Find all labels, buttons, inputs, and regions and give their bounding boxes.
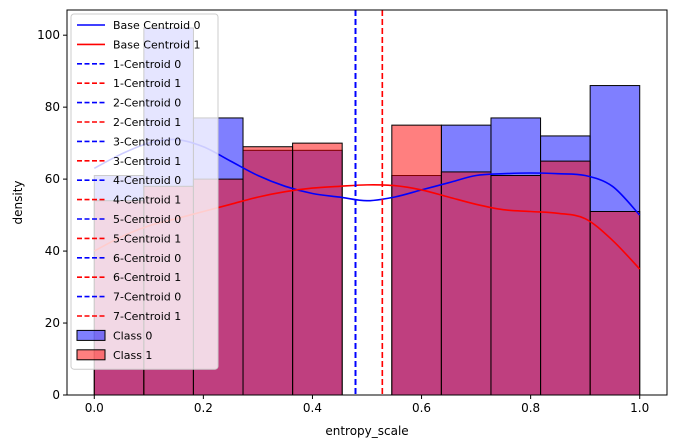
plot-frame xyxy=(66,9,668,396)
y-tick-label: 100 xyxy=(37,28,60,42)
legend-label: Class 0 xyxy=(113,329,152,342)
x-axis-label: entropy_scale xyxy=(325,424,408,438)
legend-label: 5-Centroid 1 xyxy=(113,232,181,245)
y-tick-label: 40 xyxy=(45,244,60,258)
histogram-bar-class-1 xyxy=(589,210,641,396)
histogram-bar-class-1 xyxy=(540,160,591,396)
legend-label: 3-Centroid 0 xyxy=(113,135,181,148)
legend-label: 3-Centroid 1 xyxy=(113,155,181,168)
x-tick-label: 0.8 xyxy=(521,401,540,415)
legend-label: 7-Centroid 1 xyxy=(113,310,181,323)
histogram-bar-class-1 xyxy=(292,142,343,396)
y-axis-ticks: 0 20 40 60 80 100 xyxy=(37,28,67,402)
histogram-bar-class-1 xyxy=(440,171,492,396)
legend-label: 6-Centroid 1 xyxy=(113,271,181,284)
histogram-bar-class-1 xyxy=(391,124,442,396)
legend-label: 4-Centroid 0 xyxy=(113,174,181,187)
legend-label: Base Centroid 0 xyxy=(113,19,201,32)
legend-swatch xyxy=(76,349,106,361)
x-tick-label: 0.2 xyxy=(194,401,213,415)
legend-label: 2-Centroid 1 xyxy=(113,116,181,129)
legend: Base Centroid 0 Base Centroid 1 1-Centroid… xyxy=(70,13,219,370)
histogram-bar-class-1 xyxy=(242,146,294,396)
x-axis-ticks: 0.0 0.2 0.4 0.6 0.8 1.0 xyxy=(85,395,649,415)
y-tick-label: 0 xyxy=(52,388,60,402)
x-tick-label: 0.4 xyxy=(303,401,322,415)
legend-swatch xyxy=(76,329,106,341)
y-axis-label: density xyxy=(11,181,25,225)
y-tick-label: 20 xyxy=(45,316,60,330)
centroid-lines xyxy=(354,10,384,395)
legend-box xyxy=(70,13,219,370)
y-tick-label: 80 xyxy=(45,100,60,114)
y-tick-label: 60 xyxy=(45,172,60,186)
legend-label: 4-Centroid 1 xyxy=(113,194,181,207)
legend-label: 5-Centroid 0 xyxy=(113,213,181,226)
x-tick-label: 0.0 xyxy=(85,401,104,415)
x-tick-label: 1.0 xyxy=(630,401,649,415)
legend-label: 1-Centroid 0 xyxy=(113,58,181,71)
x-tick-label: 0.6 xyxy=(412,401,431,415)
legend-label: 1-Centroid 1 xyxy=(113,77,181,90)
histogram-bar-class-1 xyxy=(490,175,542,396)
legend-label: 6-Centroid 0 xyxy=(113,252,181,265)
legend-label: Class 1 xyxy=(113,349,152,362)
legend-label: 7-Centroid 0 xyxy=(113,291,181,304)
legend-label: 2-Centroid 0 xyxy=(113,97,181,110)
legend-label: Base Centroid 1 xyxy=(113,38,201,51)
